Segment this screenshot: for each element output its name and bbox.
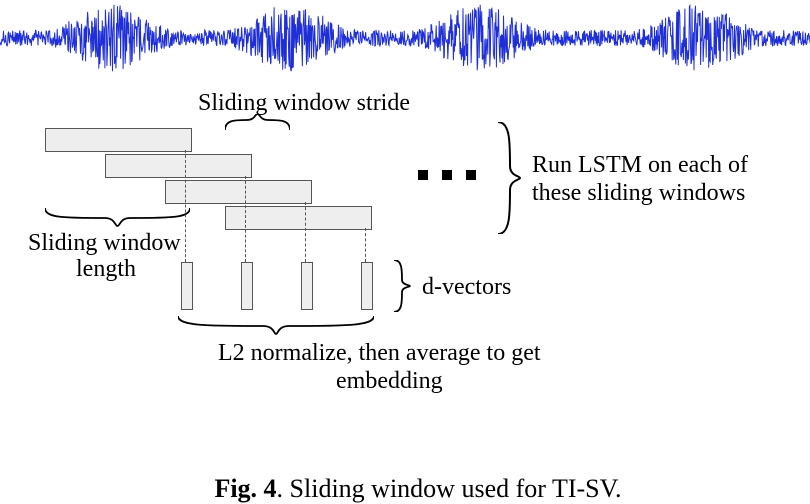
sliding-window-box bbox=[105, 154, 252, 178]
connector-line bbox=[305, 202, 306, 262]
l2norm-label-line2: embedding bbox=[336, 368, 443, 395]
dvector-box bbox=[241, 262, 253, 310]
dvector-box bbox=[361, 262, 373, 310]
sliding-window-box bbox=[165, 180, 312, 204]
audio-waveform bbox=[0, 0, 810, 78]
ellipsis-dot bbox=[442, 170, 452, 180]
l2norm-brace bbox=[178, 314, 374, 336]
dvector-box bbox=[181, 262, 193, 310]
stride-brace bbox=[225, 114, 290, 132]
figure-caption: Fig. 4. Sliding window used for TI-SV. bbox=[0, 444, 810, 504]
sliding-window-box bbox=[225, 206, 372, 230]
figure-canvas: Sliding window stride Sliding window len… bbox=[0, 0, 810, 504]
lstm-label-line2: these sliding windows bbox=[532, 180, 745, 207]
lstm-label-line1: Run LSTM on each of bbox=[532, 152, 748, 179]
length-label-line1: Sliding window bbox=[28, 230, 181, 257]
dvectors-brace bbox=[392, 260, 412, 312]
ellipsis-dot bbox=[418, 170, 428, 180]
connector-line bbox=[365, 228, 366, 262]
length-label-line2: length bbox=[76, 256, 136, 283]
length-brace bbox=[45, 206, 190, 228]
ellipsis-dot bbox=[466, 170, 476, 180]
lstm-brace bbox=[496, 122, 522, 234]
connector-line bbox=[185, 150, 186, 262]
l2norm-label-line1: L2 normalize, then average to get bbox=[218, 340, 541, 367]
connector-line bbox=[245, 176, 246, 262]
caption-text: . Sliding window used for TI-SV. bbox=[277, 474, 622, 503]
sliding-window-box bbox=[45, 128, 192, 152]
caption-fignum: Fig. 4 bbox=[214, 474, 276, 503]
stride-label: Sliding window stride bbox=[198, 90, 410, 117]
dvector-box bbox=[301, 262, 313, 310]
dvectors-label: d-vectors bbox=[422, 274, 511, 301]
